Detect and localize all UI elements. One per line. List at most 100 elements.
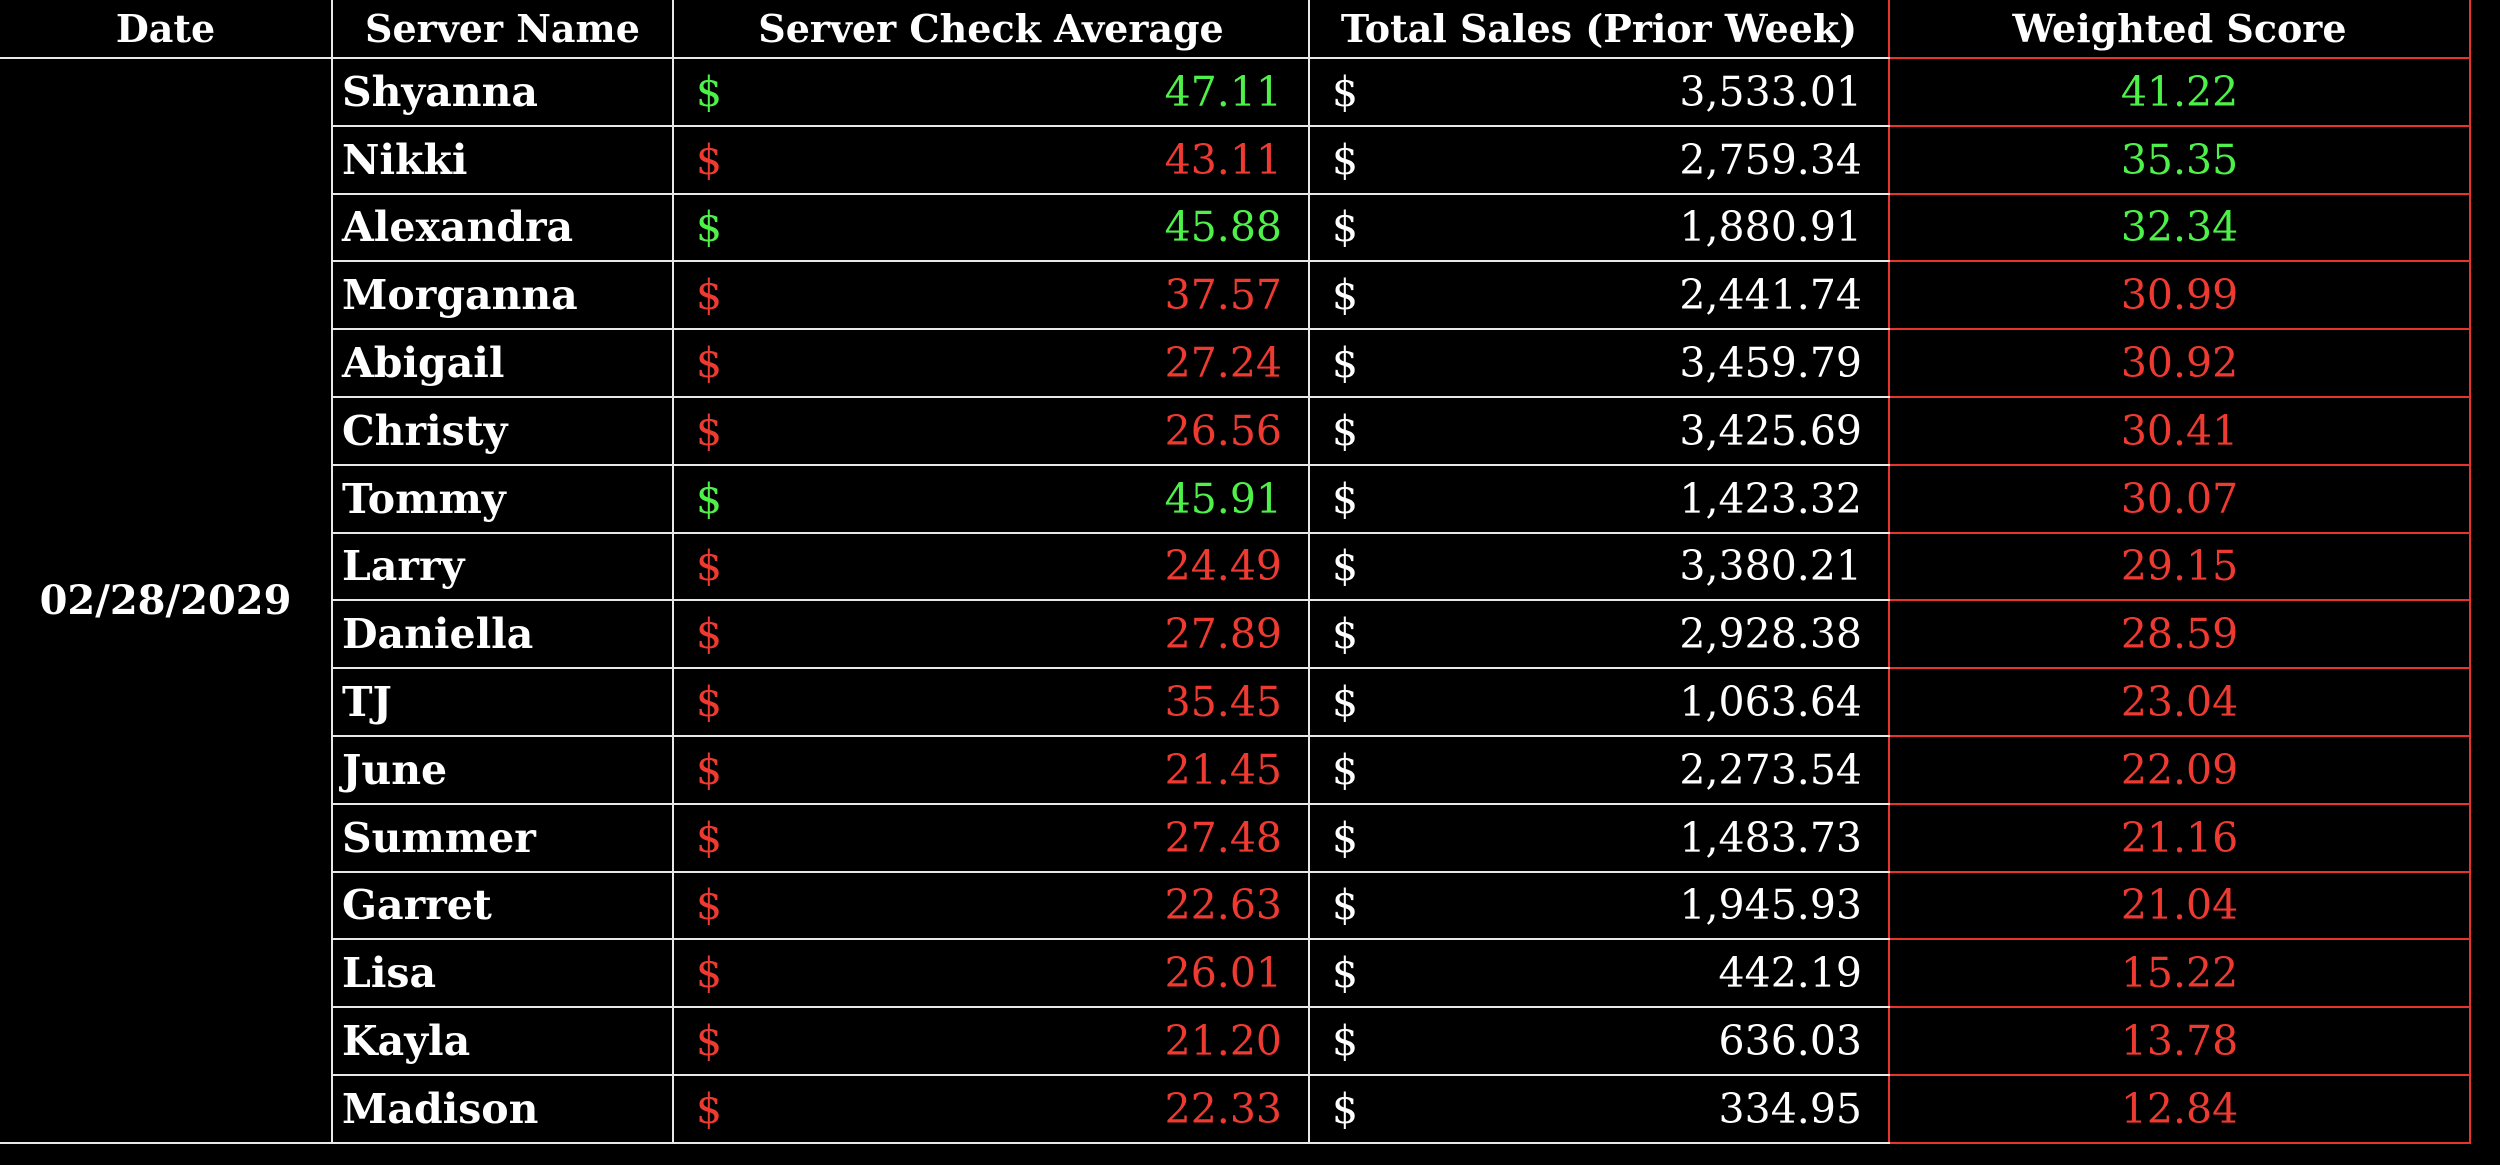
total-sales-cell[interactable]: $2,928.38	[1308, 600, 1889, 670]
total-sales-cell[interactable]: $442.19	[1308, 939, 1889, 1009]
weighted-score-cell[interactable]: 30.41	[1888, 396, 2471, 466]
server-name-cell[interactable]: Larry	[331, 532, 673, 602]
check-average-cell[interactable]: $21.20	[672, 1007, 1309, 1076]
currency-symbol: $	[1332, 339, 1359, 388]
weighted-score-cell[interactable]: 21.04	[1888, 871, 2471, 941]
weighted-score-cell[interactable]: 13.78	[1888, 1007, 2471, 1076]
server-name-cell[interactable]: Lisa	[331, 939, 673, 1009]
total-sales-value: 3,380.21	[1679, 542, 1862, 591]
currency-symbol: $	[1332, 406, 1359, 455]
currency-symbol: $	[696, 474, 723, 523]
currency-symbol: $	[696, 271, 723, 320]
currency-symbol: $	[1332, 474, 1359, 523]
table-row: 02/28/2029 Shyanna $47.11 $3,533.01 41.22	[0, 58, 2471, 1144]
weighted-score-cell[interactable]: 28.59	[1888, 600, 2471, 670]
check-average-value: 21.45	[1164, 745, 1282, 794]
server-name-cell[interactable]: Daniella	[331, 600, 673, 670]
total-sales-cell[interactable]: $1,880.91	[1308, 193, 1889, 263]
table-row: Larry $24.49 $3,380.21 29.15	[0, 532, 2471, 602]
check-average-cell[interactable]: $27.24	[672, 329, 1309, 398]
check-average-cell[interactable]: $45.91	[672, 464, 1309, 534]
weighted-score-cell[interactable]: 30.99	[1888, 261, 2471, 331]
total-sales-value: 1,063.64	[1679, 678, 1862, 727]
table-row: Daniella $27.89 $2,928.38 28.59	[0, 600, 2471, 670]
total-sales-cell[interactable]: $1,423.32	[1308, 464, 1889, 534]
header-server-name[interactable]: Server Name	[331, 0, 673, 59]
server-name-cell[interactable]: Madison	[331, 1074, 673, 1144]
check-average-cell[interactable]: $22.33	[672, 1074, 1309, 1144]
total-sales-cell[interactable]: $1,483.73	[1308, 803, 1889, 873]
server-name-cell[interactable]: Nikki	[331, 125, 673, 195]
currency-symbol: $	[696, 745, 723, 794]
server-name-cell[interactable]: Garret	[331, 871, 673, 941]
currency-symbol: $	[1332, 542, 1359, 591]
table-row: TJ $35.45 $1,063.64 23.04	[0, 668, 2471, 737]
total-sales-cell[interactable]: $3,425.69	[1308, 396, 1889, 466]
currency-symbol: $	[696, 881, 723, 930]
check-average-cell[interactable]: $27.48	[672, 803, 1309, 873]
server-name-cell[interactable]: Morganna	[331, 261, 673, 331]
check-average-cell[interactable]: $47.11	[672, 58, 1309, 127]
currency-symbol: $	[696, 67, 723, 116]
server-name-cell[interactable]: Tommy	[331, 464, 673, 534]
total-sales-cell[interactable]: $334.95	[1308, 1074, 1889, 1144]
total-sales-cell[interactable]: $3,459.79	[1308, 329, 1889, 398]
server-name-cell[interactable]: Shyanna	[331, 58, 673, 127]
check-average-cell[interactable]: $22.63	[672, 871, 1309, 941]
header-check-average[interactable]: Server Check Average	[672, 0, 1309, 59]
table-row: Nikki $43.11 $2,759.34 35.35	[0, 125, 2471, 195]
total-sales-cell[interactable]: $2,441.74	[1308, 261, 1889, 331]
table-row: Summer $27.48 $1,483.73 21.16	[0, 803, 2471, 873]
currency-symbol: $	[696, 135, 723, 184]
check-average-cell[interactable]: $26.01	[672, 939, 1309, 1009]
check-average-cell[interactable]: $26.56	[672, 396, 1309, 466]
total-sales-value: 3,533.01	[1679, 67, 1862, 116]
weighted-score-cell[interactable]: 30.92	[1888, 329, 2471, 398]
header-date[interactable]: Date	[0, 0, 332, 59]
weighted-score-cell[interactable]: 30.07	[1888, 464, 2471, 534]
check-average-cell[interactable]: $45.88	[672, 193, 1309, 263]
total-sales-cell[interactable]: $2,759.34	[1308, 125, 1889, 195]
server-name-cell[interactable]: Kayla	[331, 1007, 673, 1076]
check-average-cell[interactable]: $27.89	[672, 600, 1309, 670]
total-sales-cell[interactable]: $636.03	[1308, 1007, 1889, 1076]
server-name-cell[interactable]: TJ	[331, 668, 673, 737]
weighted-score-cell[interactable]: 15.22	[1888, 939, 2471, 1009]
check-average-cell[interactable]: $35.45	[672, 668, 1309, 737]
weighted-score-cell[interactable]: 12.84	[1888, 1074, 2471, 1144]
check-average-cell[interactable]: $24.49	[672, 532, 1309, 602]
total-sales-cell[interactable]: $3,533.01	[1308, 58, 1889, 127]
server-name-cell[interactable]: June	[331, 735, 673, 805]
total-sales-cell[interactable]: $1,063.64	[1308, 668, 1889, 737]
server-name-cell[interactable]: Summer	[331, 803, 673, 873]
server-name-cell[interactable]: Christy	[331, 396, 673, 466]
total-sales-cell[interactable]: $3,380.21	[1308, 532, 1889, 602]
total-sales-value: 1,945.93	[1679, 881, 1862, 930]
weighted-score-cell[interactable]: 22.09	[1888, 735, 2471, 805]
currency-symbol: $	[1332, 1017, 1359, 1066]
currency-symbol: $	[1332, 1084, 1359, 1133]
check-average-cell[interactable]: $43.11	[672, 125, 1309, 195]
weighted-score-cell[interactable]: 21.16	[1888, 803, 2471, 873]
currency-symbol: $	[1332, 610, 1359, 659]
header-weighted-score[interactable]: Weighted Score	[1888, 0, 2471, 59]
server-name-cell[interactable]: Alexandra	[331, 193, 673, 263]
weighted-score-cell[interactable]: 23.04	[1888, 668, 2471, 737]
weighted-score-cell[interactable]: 41.22	[1888, 58, 2471, 127]
check-average-cell[interactable]: $37.57	[672, 261, 1309, 331]
table-body: 02/28/2029 Shyanna $47.11 $3,533.01 41.22 Nik…	[0, 58, 2471, 1144]
date-cell[interactable]: 02/28/2029	[0, 58, 332, 1144]
header-total-sales[interactable]: Total Sales (Prior Week)	[1308, 0, 1889, 59]
currency-symbol: $	[1332, 949, 1359, 998]
server-name-cell[interactable]: Abigail	[331, 329, 673, 398]
total-sales-cell[interactable]: $2,273.54	[1308, 735, 1889, 805]
check-average-value: 43.11	[1164, 135, 1282, 184]
weighted-score-cell[interactable]: 29.15	[1888, 532, 2471, 602]
check-average-cell[interactable]: $21.45	[672, 735, 1309, 805]
total-sales-value: 3,459.79	[1679, 339, 1862, 388]
weighted-score-cell[interactable]: 32.34	[1888, 193, 2471, 263]
total-sales-cell[interactable]: $1,945.93	[1308, 871, 1889, 941]
currency-symbol: $	[696, 1017, 723, 1066]
header-row: Date Server Name Server Check Average To…	[0, 0, 2471, 59]
weighted-score-cell[interactable]: 35.35	[1888, 125, 2471, 195]
